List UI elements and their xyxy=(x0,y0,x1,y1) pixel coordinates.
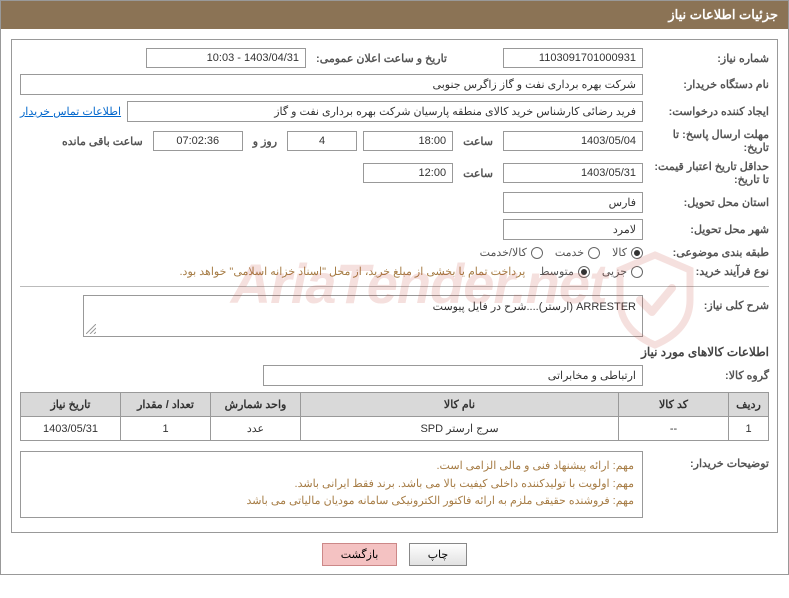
radio-jozei[interactable]: جزیی xyxy=(602,265,643,278)
th-qty: تعداد / مقدار xyxy=(121,393,211,417)
goods-table: ردیف کد کالا نام کالا واحد شمارش تعداد /… xyxy=(20,392,769,441)
radio-icon xyxy=(531,247,543,259)
buyer-notes-label: توضیحات خریدار: xyxy=(649,451,769,470)
need-number-field: 1103091701000931 xyxy=(503,48,643,68)
print-button[interactable]: چاپ xyxy=(409,543,468,566)
deadline-time-field: 18:00 xyxy=(363,131,453,151)
buyer-label: نام دستگاه خریدار: xyxy=(649,78,769,91)
city-field: لامرد xyxy=(503,219,643,240)
time-remain-field: 07:02:36 xyxy=(153,131,243,151)
validity-time-label: ساعت xyxy=(459,167,497,180)
radio-kala-khedmat[interactable]: کالا/خدمت xyxy=(480,246,543,259)
page-title: جزئیات اطلاعات نیاز xyxy=(668,7,778,22)
desc-textarea[interactable]: ARRESTER (ارستر)....شرح در فایل پیوست xyxy=(83,295,643,337)
th-row: ردیف xyxy=(729,393,769,417)
back-button[interactable]: بازگشت xyxy=(322,543,398,566)
announce-field: 1403/04/31 - 10:03 xyxy=(146,48,306,68)
th-date: تاریخ نیاز xyxy=(21,393,121,417)
th-code: کد کالا xyxy=(619,393,729,417)
radio-icon xyxy=(578,266,590,278)
resize-handle-icon[interactable] xyxy=(86,324,96,334)
page-header: جزئیات اطلاعات نیاز xyxy=(1,1,788,29)
contact-link[interactable]: اطلاعات تماس خریدار xyxy=(20,105,121,118)
deadline-label: مهلت ارسال پاسخ: تا تاریخ: xyxy=(649,128,769,154)
category-label: طبقه بندی موضوعی: xyxy=(649,246,769,259)
requester-field: فرید رضائی کارشناس خرید کالای منطقه پارس… xyxy=(127,101,643,122)
requester-label: ایجاد کننده درخواست: xyxy=(649,105,769,118)
desc-label: شرح کلی نیاز: xyxy=(649,295,769,312)
radio-kala[interactable]: کالا xyxy=(612,246,643,259)
deadline-date-field: 1403/05/04 xyxy=(503,131,643,151)
province-field: فارس xyxy=(503,192,643,213)
deadline-time-label: ساعت xyxy=(459,135,497,148)
th-unit: واحد شمارش xyxy=(211,393,301,417)
remain-label: ساعت باقی مانده xyxy=(58,135,147,148)
validity-label: حداقل تاریخ اعتبار قیمت: تا تاریخ: xyxy=(649,160,769,186)
purchase-type-radio-group: جزیی متوسط xyxy=(539,265,643,278)
table-row: 1 -- سرج ارستر SPD عدد 1 1403/05/31 xyxy=(21,417,769,441)
radio-icon xyxy=(588,247,600,259)
days-field: 4 xyxy=(287,131,357,151)
province-label: استان محل تحویل: xyxy=(649,196,769,209)
validity-date-field: 1403/05/31 xyxy=(503,163,643,183)
goods-section-title: اطلاعات کالاهای مورد نیاز xyxy=(20,345,769,359)
th-name: نام کالا xyxy=(301,393,619,417)
buyer-notes-box: مهم: ارائه پیشنهاد فنی و مالی الزامی است… xyxy=(20,451,643,518)
radio-khedmat[interactable]: خدمت xyxy=(555,246,600,259)
group-field: ارتباطی و مخابراتی xyxy=(263,365,643,386)
group-label: گروه کالا: xyxy=(649,369,769,382)
radio-icon xyxy=(631,247,643,259)
radio-icon xyxy=(631,266,643,278)
validity-time-field: 12:00 xyxy=(363,163,453,183)
city-label: شهر محل تحویل: xyxy=(649,223,769,236)
radio-motavaset[interactable]: متوسط xyxy=(539,265,590,278)
days-label: روز و xyxy=(249,135,281,148)
category-radio-group: کالا خدمت کالا/خدمت xyxy=(480,246,643,259)
purchase-type-label: نوع فرآیند خرید: xyxy=(649,265,769,278)
need-number-label: شماره نیاز: xyxy=(649,52,769,65)
announce-label: تاریخ و ساعت اعلان عمومی: xyxy=(312,52,451,65)
payment-note: پرداخت تمام یا بخشی از مبلغ خرید، از محل… xyxy=(180,265,526,278)
buyer-field: شرکت بهره برداری نفت و گاز زاگرس جنوبی xyxy=(20,74,643,95)
